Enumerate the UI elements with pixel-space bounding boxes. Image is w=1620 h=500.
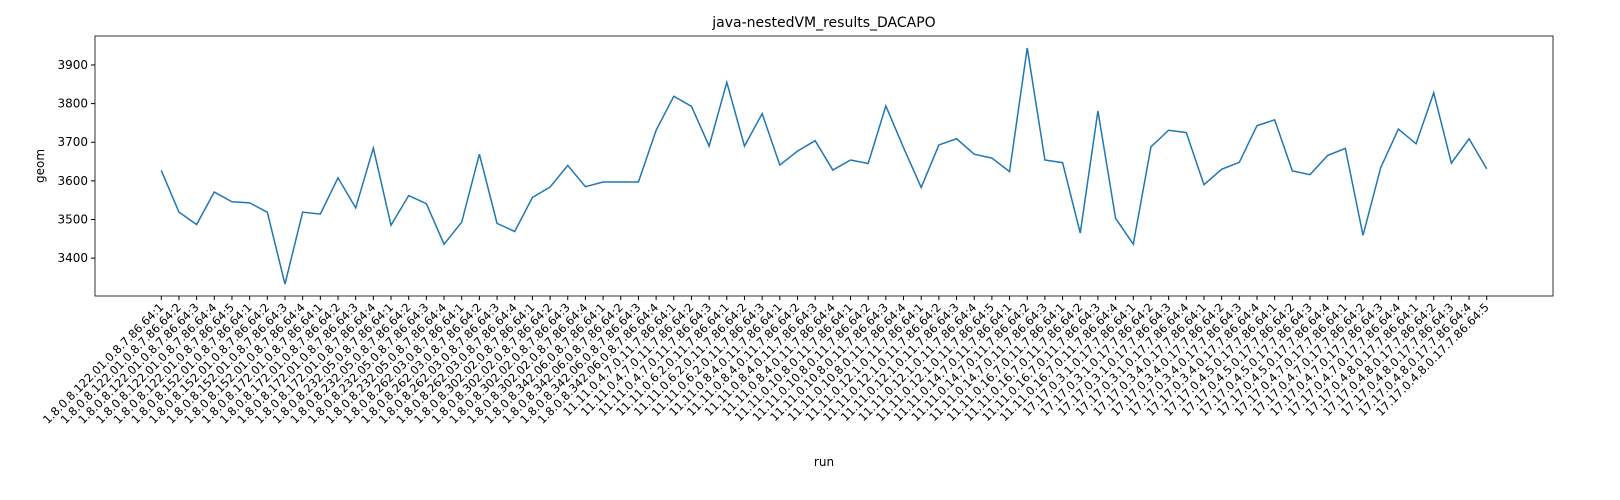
- y-tick-label: 3900: [57, 58, 88, 72]
- plot-frame: [94, 35, 1554, 297]
- y-tick-label: 3400: [57, 251, 88, 265]
- y-tick-label: 3700: [57, 135, 88, 149]
- y-axis-label: geom: [33, 149, 47, 183]
- chart-title: java-nestedVM_results_DACAPO: [711, 15, 935, 31]
- y-tick-label: 3500: [57, 213, 88, 227]
- y-tick-label: 3600: [57, 174, 88, 188]
- y-tick-label: 3800: [57, 97, 88, 111]
- data-line: [160, 47, 1488, 285]
- x-axis-label: run: [814, 455, 834, 469]
